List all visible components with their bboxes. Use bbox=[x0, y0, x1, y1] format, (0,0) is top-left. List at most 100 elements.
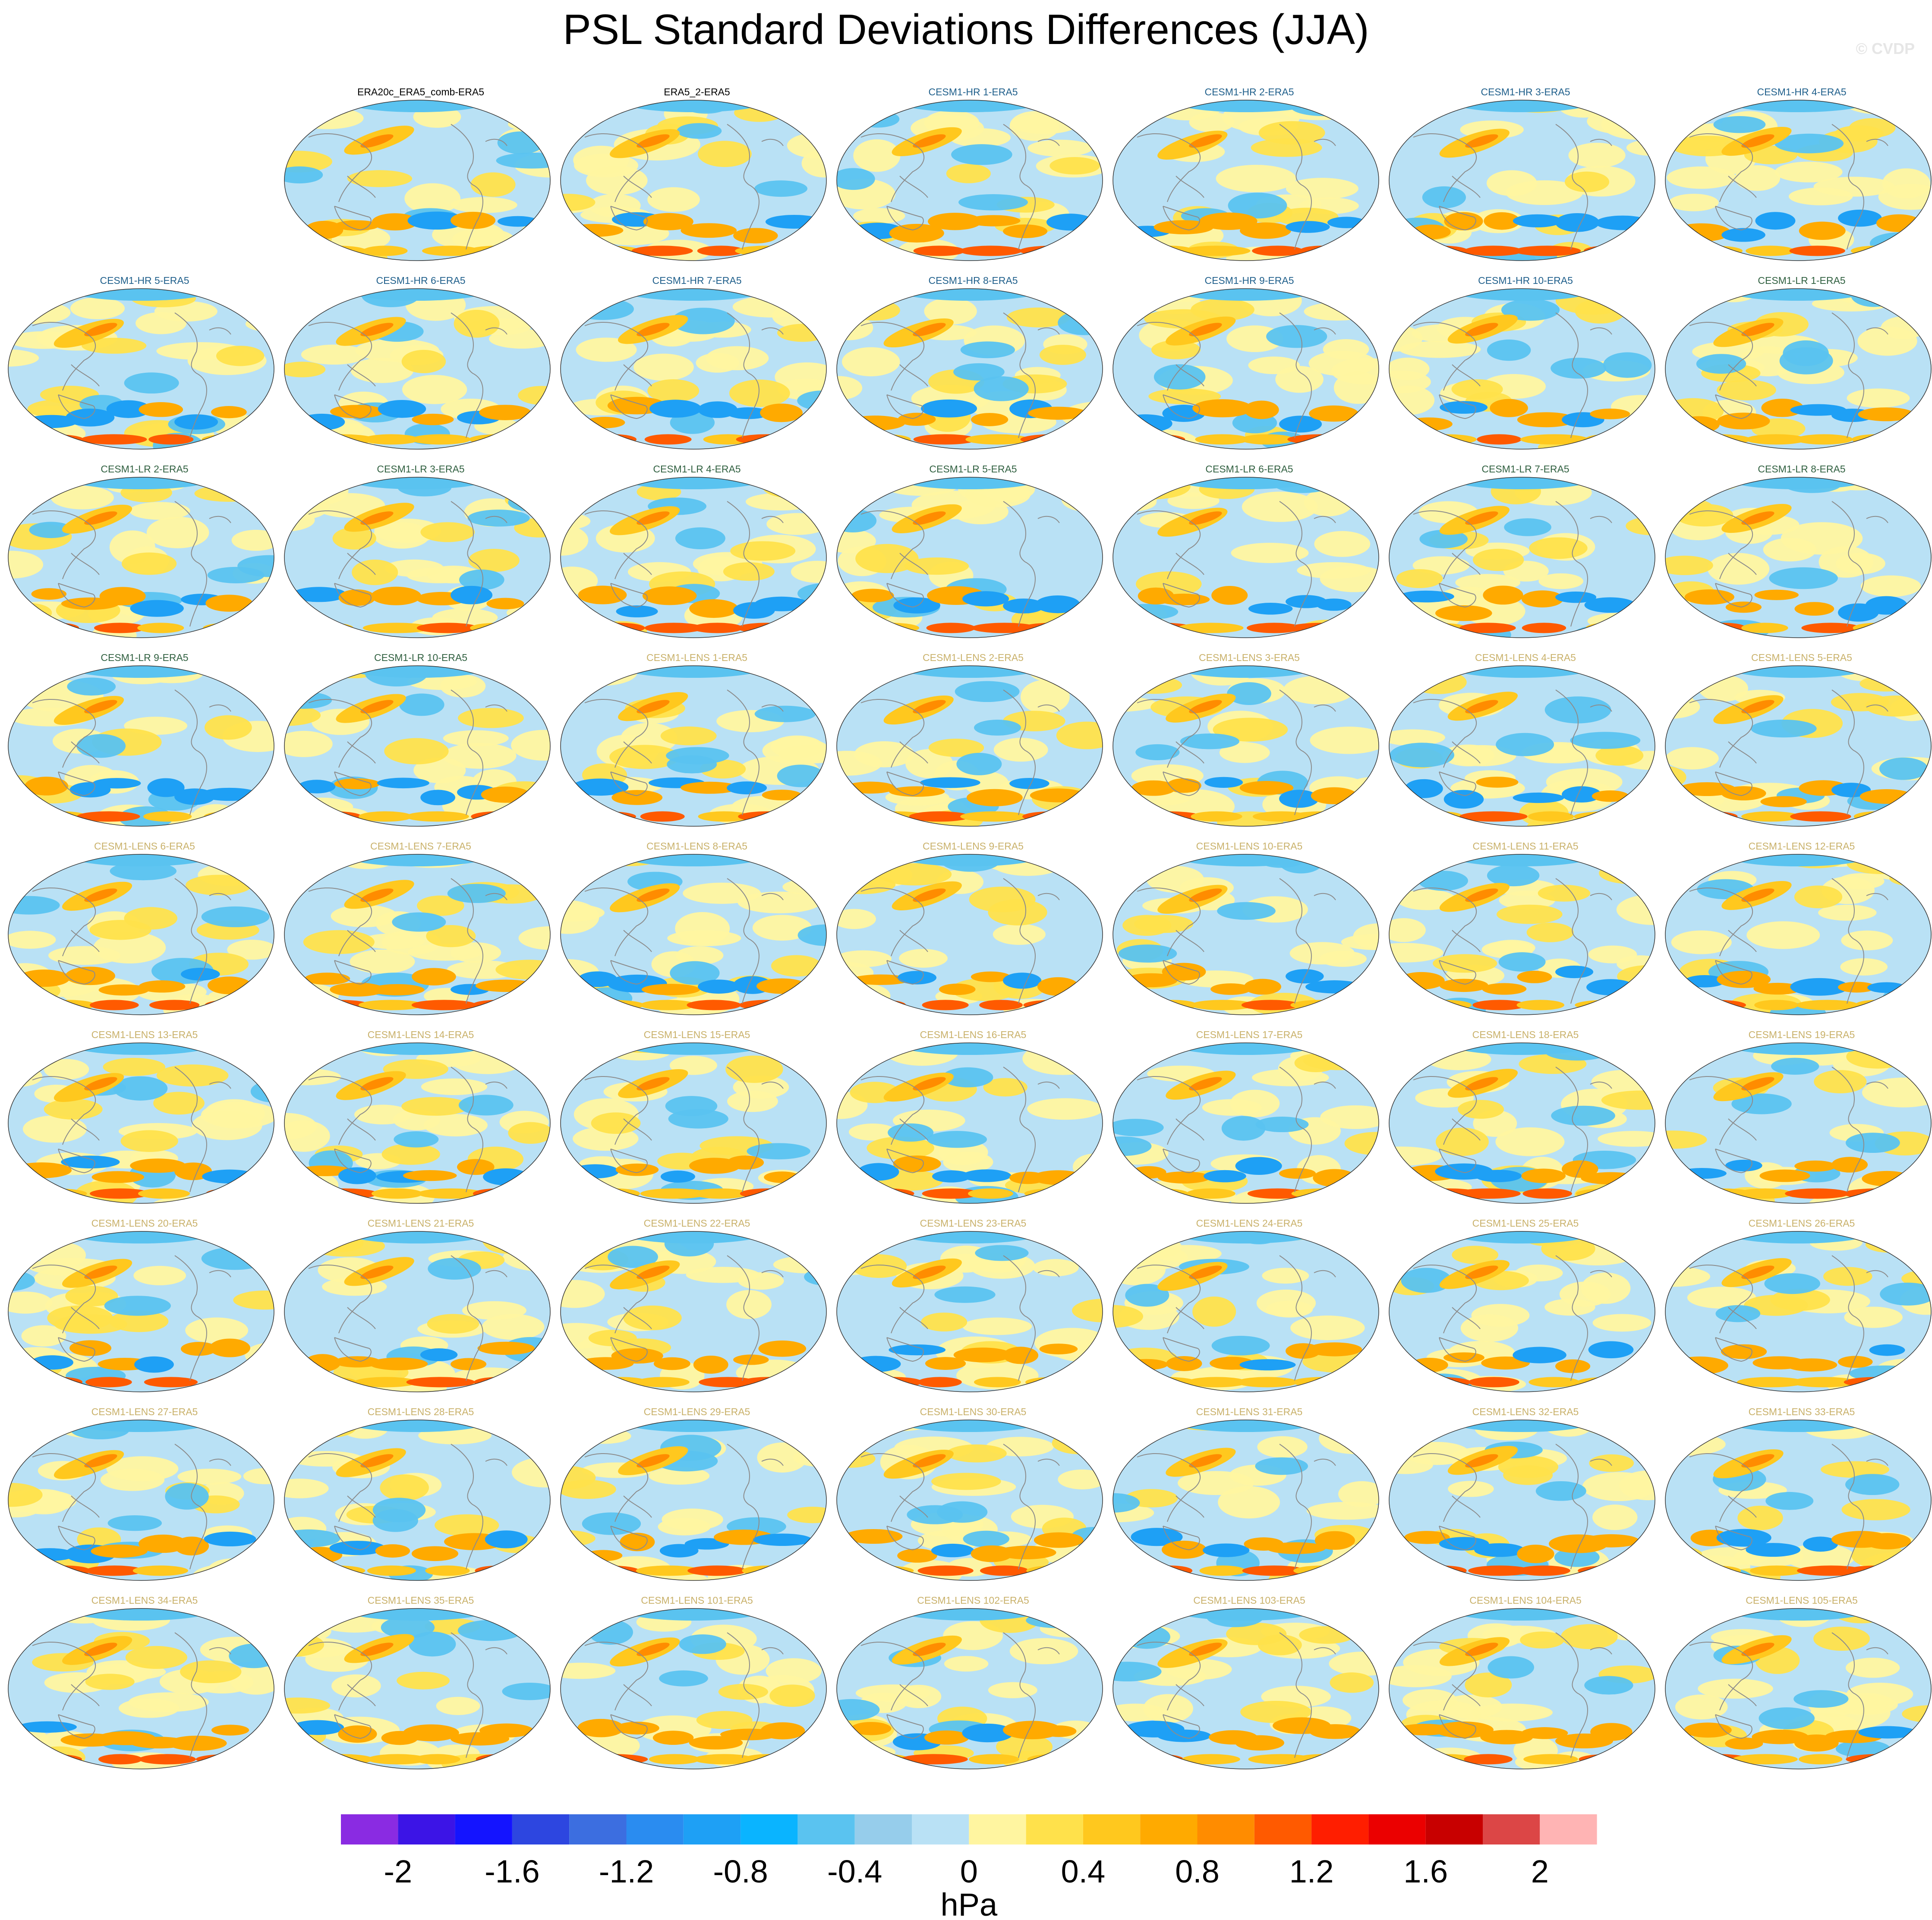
panel-title: CESM1-LENS 9-ERA5 bbox=[923, 840, 1024, 852]
map-border bbox=[836, 100, 1103, 261]
map-panel: CESM1-LENS 35-ERA5 bbox=[283, 1595, 559, 1783]
panel-title: CESM1-LENS 10-ERA5 bbox=[1196, 840, 1303, 852]
map-panel: CESM1-LENS 14-ERA5 bbox=[283, 1029, 559, 1218]
coastline bbox=[899, 1307, 928, 1329]
colorbar-swatch bbox=[854, 1814, 912, 1844]
coastline bbox=[1689, 1453, 1753, 1522]
map-plot bbox=[1389, 1420, 1655, 1581]
map-panel: CESM1-LENS 10-ERA5 bbox=[1111, 840, 1387, 1029]
coastline bbox=[1439, 1149, 1476, 1174]
coastline bbox=[334, 771, 372, 796]
colorbar-tick-label: -0.8 bbox=[713, 1854, 768, 1889]
coastline bbox=[32, 699, 96, 768]
map-border bbox=[1389, 477, 1655, 638]
colorbar-swatch bbox=[569, 1814, 627, 1844]
map-panel: CESM1-LENS 34-ERA5 bbox=[6, 1595, 283, 1783]
map-plot bbox=[836, 854, 1103, 1015]
panel-title: CESM1-LENS 34-ERA5 bbox=[91, 1595, 198, 1606]
panel-title: CESM1-LENS 8-ERA5 bbox=[646, 840, 747, 852]
map-border bbox=[1113, 288, 1379, 450]
coastline bbox=[761, 327, 784, 335]
map-plot bbox=[1113, 1608, 1379, 1769]
panel-title: CESM1-HR 2-ERA5 bbox=[1204, 86, 1294, 98]
coastline bbox=[610, 960, 648, 985]
coastline bbox=[347, 364, 376, 387]
coastline bbox=[761, 893, 784, 900]
coastline bbox=[209, 516, 231, 523]
coastline bbox=[623, 364, 652, 387]
map-panel: CESM1-HR 8-ERA5 bbox=[835, 275, 1111, 463]
map-plot bbox=[560, 100, 827, 261]
panel-title: CESM1-LENS 29-ERA5 bbox=[643, 1406, 750, 1417]
map-plot bbox=[1665, 288, 1932, 450]
map-panel: CESM1-LENS 29-ERA5 bbox=[559, 1406, 835, 1595]
colorbar-tick-label: -1.2 bbox=[599, 1854, 654, 1889]
coastline bbox=[1413, 1076, 1477, 1145]
map-border bbox=[1665, 100, 1932, 261]
panel-title: CESM1-LR 10-ERA5 bbox=[374, 652, 468, 663]
coastline bbox=[334, 960, 372, 985]
map-border bbox=[560, 1608, 827, 1769]
coastline bbox=[1439, 960, 1476, 985]
coastline bbox=[727, 1632, 760, 1758]
map-border bbox=[1113, 100, 1379, 261]
map-border bbox=[8, 1608, 274, 1769]
coastline bbox=[1452, 741, 1481, 764]
map-panel: CESM1-LR 9-ERA5 bbox=[6, 652, 283, 840]
coastline bbox=[1590, 138, 1612, 146]
coastline bbox=[1590, 893, 1612, 900]
map-panel: CESM1-LENS 28-ERA5 bbox=[283, 1406, 559, 1595]
coastline bbox=[485, 327, 507, 335]
panel-title: CESM1-LENS 24-ERA5 bbox=[1196, 1218, 1303, 1229]
panel-title: CESM1-LENS 105-ERA5 bbox=[1746, 1595, 1858, 1606]
coastline bbox=[761, 138, 784, 146]
coastline bbox=[334, 1337, 372, 1362]
coastline bbox=[1037, 1081, 1060, 1089]
map-border bbox=[1665, 854, 1932, 1015]
map-plot bbox=[1389, 288, 1655, 450]
coastline bbox=[334, 583, 372, 608]
coastline bbox=[347, 1495, 376, 1518]
map-border bbox=[1113, 477, 1379, 638]
coastline bbox=[1176, 176, 1204, 198]
coastline bbox=[1831, 124, 1864, 250]
coastline bbox=[1590, 1270, 1612, 1278]
colorbar-swatch bbox=[1254, 1814, 1312, 1844]
colorbar-unit-label: hPa bbox=[940, 1887, 998, 1920]
map-panel: CESM1-LENS 24-ERA5 bbox=[1111, 1218, 1387, 1406]
map-panel: CESM1-LENS 30-ERA5 bbox=[835, 1406, 1111, 1595]
colorbar-swatch bbox=[912, 1814, 969, 1844]
coastline bbox=[1866, 1081, 1888, 1089]
map-panel: CESM1-LENS 101-ERA5 bbox=[559, 1595, 835, 1783]
coastline bbox=[1689, 322, 1753, 391]
coastline bbox=[308, 1076, 372, 1145]
coastline bbox=[1715, 1337, 1752, 1362]
map-border bbox=[8, 288, 274, 450]
map-panel: CESM1-HR 4-ERA5 bbox=[1664, 86, 1932, 275]
map-panel: CESM1-LENS 18-ERA5 bbox=[1387, 1029, 1664, 1218]
coastline bbox=[1163, 1149, 1200, 1174]
coastline bbox=[1176, 1307, 1204, 1329]
coastline bbox=[1555, 689, 1588, 815]
coastline bbox=[71, 930, 100, 952]
coastline bbox=[610, 583, 648, 608]
colorbar-swatch bbox=[797, 1814, 855, 1844]
coastline bbox=[1279, 312, 1312, 438]
map-plot bbox=[560, 1420, 827, 1581]
panel-title: CESM1-LENS 25-ERA5 bbox=[1472, 1218, 1579, 1229]
colorbar-swatch bbox=[1197, 1814, 1254, 1844]
map-panel: CESM1-LENS 7-ERA5 bbox=[283, 840, 559, 1029]
coastline bbox=[1715, 960, 1752, 985]
coastline bbox=[485, 138, 507, 146]
coastline bbox=[308, 1642, 372, 1711]
map-border bbox=[1665, 1231, 1932, 1392]
map-panel: CESM1-LENS 13-ERA5 bbox=[6, 1029, 283, 1218]
coastline bbox=[610, 394, 648, 419]
map-plot bbox=[1113, 1042, 1379, 1204]
coastline bbox=[308, 322, 372, 391]
coastline bbox=[174, 1444, 207, 1570]
map-plot bbox=[836, 1042, 1103, 1204]
coastline bbox=[1137, 1265, 1201, 1334]
coastline bbox=[623, 1118, 652, 1141]
coastline bbox=[1590, 1081, 1612, 1089]
